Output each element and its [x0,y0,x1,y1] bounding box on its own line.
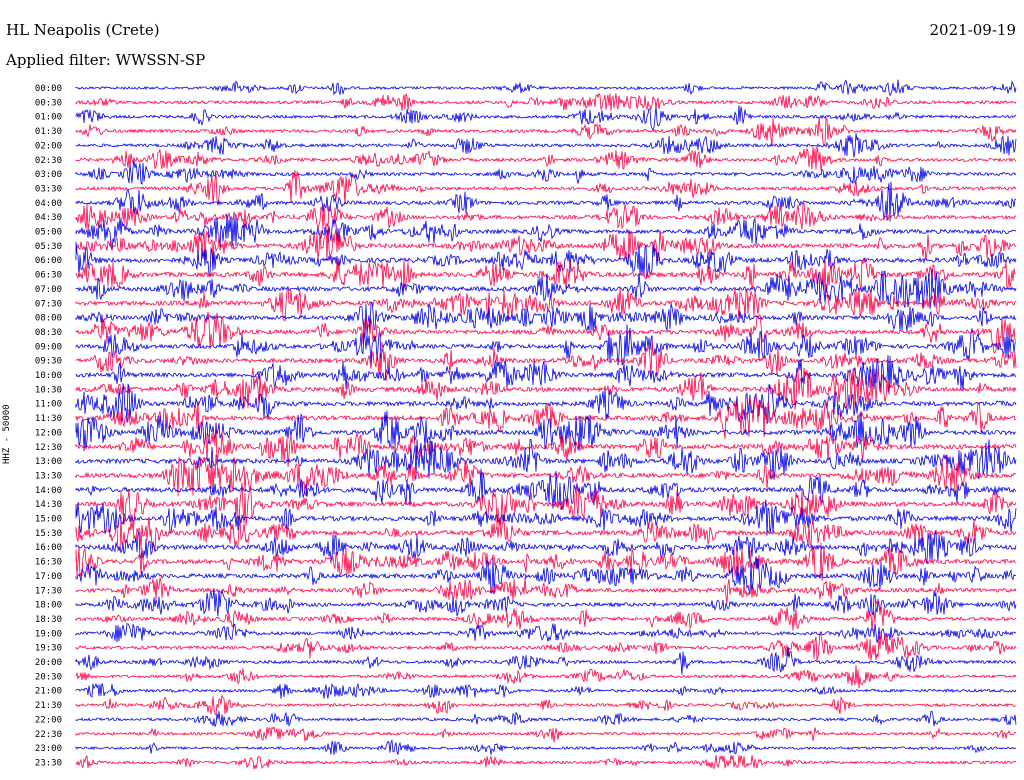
trace-line [75,92,1017,112]
trace-line [75,682,1017,699]
trace-line [75,739,1017,756]
row-time-label: 01:00 [35,113,62,123]
row-time-label: 17:30 [35,586,62,596]
trace-line [75,181,1017,222]
row-time-label: 22:30 [35,730,62,740]
row-time-label: 14:30 [35,500,62,510]
row-time-label: 00:00 [35,84,62,94]
trace-line [75,367,1017,410]
trace-line [75,324,1017,366]
row-time-label: 09:00 [35,342,62,352]
row-time-label: 15:30 [35,529,62,539]
trace-line [75,383,1017,425]
row-time-label: 02:00 [35,141,62,151]
row-time-label: 21:00 [35,687,62,697]
row-time-label: 06:00 [35,256,62,266]
trace-line [75,516,1017,553]
trace-line [75,468,1017,511]
row-time-label: 11:00 [35,400,62,410]
trace-line [75,202,1017,230]
trace-line [75,600,1017,632]
row-time-label: 21:30 [35,701,62,711]
row-time-label: 12:30 [35,443,62,453]
row-time-label: 20:30 [35,672,62,682]
row-time-label: 05:30 [35,242,62,252]
row-time-label: 16:30 [35,558,62,568]
trace-line [75,556,1017,595]
row-time-label: 07:00 [35,285,62,295]
row-time-label: 10:00 [35,371,62,381]
trace-line [75,482,1017,526]
trace-line [75,170,1017,205]
trace-line [75,79,1017,97]
row-time-label: 18:30 [35,615,62,625]
row-time-label: 23:30 [35,758,62,768]
trace-line [75,241,1017,278]
row-time-label: 03:30 [35,184,62,194]
trace-line [75,454,1017,497]
trace-line [75,339,1017,382]
trace-line [75,410,1016,452]
row-time-label: 13:30 [35,471,62,481]
row-time-label: 19:30 [35,644,62,654]
trace-line [75,726,1017,743]
trace-line [75,257,1017,296]
row-time-label: 00:30 [35,98,62,108]
filter-label: Applied filter: WWSSN-SP [6,51,206,69]
trace-line [75,694,1017,716]
trace-line [75,710,1017,727]
row-time-label: 06:30 [35,271,62,281]
trace-line [75,531,1017,564]
row-time-label: 22:00 [35,715,62,725]
trace-line [75,665,1017,689]
row-time-label: 01:30 [35,127,62,137]
row-time-label: 20:00 [35,658,62,668]
row-time-label: 19:00 [35,629,62,639]
trace-line [75,116,1017,147]
row-time-label: 18:00 [35,601,62,611]
row-time-label: 23:00 [35,744,62,754]
row-time-label: 04:30 [35,213,62,223]
row-time-label: 03:00 [35,170,62,180]
trace-line [75,439,1017,480]
row-time-label: 08:00 [35,314,62,324]
row-time-label: 04:00 [35,199,62,209]
trace-line [75,160,1017,186]
trace-line [75,214,1017,251]
trace-line [75,647,1017,675]
trace-line [75,754,1017,770]
trace-line [75,226,1017,264]
row-time-label: 11:30 [35,414,62,424]
row-time-label: 13:00 [35,457,62,467]
row-time-label: 15:00 [35,515,62,525]
row-time-label: 14:00 [35,486,62,496]
station-title: HL Neapolis (Crete) [6,21,160,39]
trace-line [75,105,1017,132]
trace-line [75,146,1017,171]
trace-line [75,588,1017,617]
trace-line [75,425,1017,467]
row-time-label: 16:00 [35,543,62,553]
row-time-label: 05:00 [35,228,62,238]
trace-line [75,301,1017,335]
row-time-label: 07:30 [35,299,62,309]
row-time-label: 17:00 [35,572,62,582]
row-time-label: 10:30 [35,385,62,395]
trace-line [75,623,1017,644]
trace-line [75,577,1017,604]
row-time-label: 09:30 [35,357,62,367]
row-time-label: 12:00 [35,428,62,438]
trace-line [75,133,1017,158]
trace-line [75,286,1017,322]
trace-line [75,311,1017,354]
row-time-label: 08:30 [35,328,62,338]
trace-line [75,631,1017,661]
trace-line [75,499,1017,536]
date-label: 2021-09-19 [929,21,1016,39]
row-time-label: 02:30 [35,156,62,166]
trace-line [75,542,1017,581]
